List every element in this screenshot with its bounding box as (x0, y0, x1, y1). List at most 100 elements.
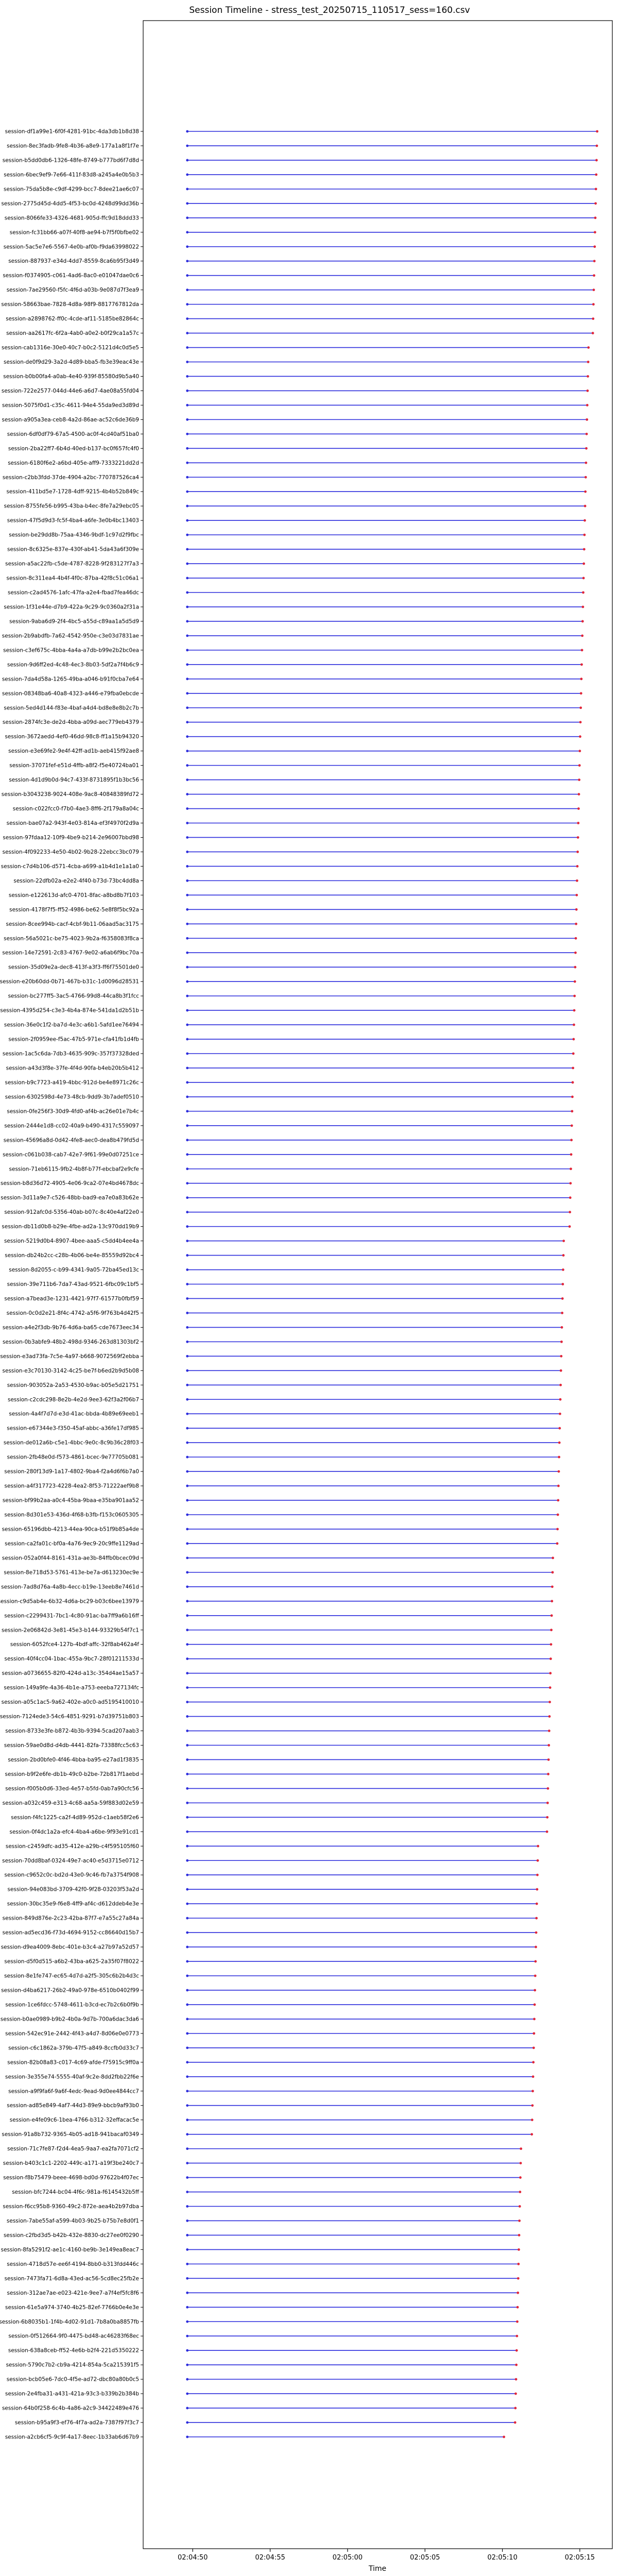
y-tick-label: session-e67344e3-f350-45af-abbc-a36fe17d… (7, 1426, 139, 1432)
session-start-point (186, 922, 189, 925)
session-start-point (186, 1614, 189, 1617)
session-start-point (186, 1412, 189, 1415)
session-start-point (186, 289, 189, 292)
y-tick-label: session-d9ea4009-8ebc-401e-b3c4-a27b97a5… (1, 1944, 139, 1951)
session-end-point (576, 851, 579, 853)
session-start-point (186, 735, 189, 738)
y-tick-label: session-f005b0d6-33ed-4e57-b5fd-0ab7a90c… (5, 1786, 139, 1792)
session-end-point (519, 2176, 522, 2179)
session-start-point (186, 404, 189, 406)
session-end-point (546, 1787, 550, 1790)
y-tick-label: session-a2cb6cf5-9c9f-4a17-8eec-1b33ab6d… (5, 2434, 139, 2441)
session-start-point (186, 951, 189, 954)
session-end-point (584, 476, 587, 479)
y-tick-label: session-b0ae0989-b9b2-4b0a-9d7b-700a6dac… (1, 2016, 139, 2022)
session-start-point (186, 1326, 189, 1329)
session-start-point (186, 2104, 189, 2107)
session-end-point (559, 1383, 562, 1386)
session-start-point (186, 1787, 189, 1790)
y-tick-label: session-b95a9f3-ef76-4f7a-ad2a-7387f97f3… (15, 2420, 139, 2426)
y-tick-label: session-b9c7723-a419-4bbc-912d-be4e8971c… (5, 1079, 139, 1086)
session-end-point (585, 461, 588, 464)
y-tick-label: session-d4ba6217-26b2-49a0-978e-6510b040… (1, 1987, 139, 1993)
session-end-point (594, 216, 597, 219)
y-tick-label: session-a43d3f8e-37fe-4f4d-90fa-b4eb20b5… (6, 1065, 139, 1071)
y-tick-label: session-8e1fe747-ec65-4d7d-a2f5-305c6b2b… (4, 1973, 139, 1979)
y-tick-label: session-903052a-2a53-4530-b9ac-b05e5d217… (7, 1382, 139, 1388)
session-start-point (186, 1240, 189, 1242)
y-tick-label: session-58663bae-7828-4d8a-98f9-88177678… (1, 301, 139, 308)
session-end-point (593, 231, 596, 234)
session-end-point (517, 2277, 520, 2280)
y-tick-label: session-2444e1d8-cc02-40a9-b490-4317c559… (4, 1123, 139, 1129)
session-start-point (186, 1470, 189, 1473)
session-start-point (186, 1268, 189, 1271)
session-end-point (570, 1167, 572, 1171)
session-end-point (530, 2119, 534, 2122)
session-end-point (561, 1312, 563, 1314)
session-start-point (186, 1196, 189, 1199)
session-end-point (533, 2032, 536, 2035)
y-tick-label: session-b403c1c1-2202-449c-a171-a19f3be2… (3, 2160, 139, 2166)
session-end-point (581, 634, 584, 637)
y-tick-label: session-f4fc1225-ca2f-4d89-952d-c1aeb58f… (11, 1815, 139, 1821)
session-end-point (573, 1023, 575, 1026)
session-start-point (186, 706, 189, 709)
x-tick-label: 02:05:15 (565, 2554, 595, 2562)
y-tick-label: session-91a8b732-9365-4b05-ad18-941bacaf… (2, 2131, 139, 2138)
y-tick-label: session-149a9fe-4a36-4b1e-a753-eeeba7271… (4, 1685, 139, 1691)
session-start-point (186, 346, 189, 349)
y-tick-label: session-8755fe56-b995-43ba-b4ec-8fe7a29e… (4, 503, 139, 510)
session-end-point (595, 159, 598, 162)
session-start-point (186, 274, 189, 277)
session-start-point (186, 605, 189, 608)
x-axis-label: Time (368, 2565, 386, 2573)
y-tick-label: session-64b0f258-6c4b-4a86-a2c9-34422489… (2, 2405, 139, 2412)
session-start-point (186, 1052, 189, 1055)
session-start-point (186, 418, 189, 421)
y-tick-label: session-2bd0bfe0-4f46-4bba-ba95-e27ad1f3… (8, 1757, 139, 1763)
session-end-point (551, 1600, 554, 1603)
y-tick-label: session-8c311ea4-4b4f-4f0c-87ba-42f8c51c… (7, 575, 139, 582)
session-end-point (548, 1686, 552, 1689)
session-start-point (186, 159, 189, 162)
session-end-point (592, 303, 595, 306)
session-start-point (186, 447, 189, 450)
session-end-point (551, 1585, 554, 1588)
y-tick-label: session-7da4d58a-1265-49ba-a046-b91f0cba… (2, 676, 139, 682)
y-tick-label: session-e20b60dd-0b71-467b-b31c-1d0096d2… (0, 979, 139, 985)
y-tick-label: session-c2459dfc-ad35-412e-a29b-c4f59510… (6, 1843, 139, 1850)
session-start-point (186, 1960, 189, 1963)
session-start-point (186, 1902, 189, 1905)
y-tick-label: session-82b08a83-c017-4c69-afde-f75915c9… (7, 2059, 139, 2065)
y-tick-label: session-a9f9fa6f-9a6f-4edc-9ead-9d0ee484… (8, 2088, 139, 2094)
y-tick-label: session-7abe55af-a599-4b03-9b25-b75b7e8d… (7, 2218, 139, 2224)
session-start-point (186, 893, 189, 896)
y-tick-label: session-8d301e53-436d-4f68-b3fb-f153c060… (5, 1512, 139, 1518)
y-tick-label: session-c7d4b106-d571-4cba-a699-a1b4d1e1… (1, 863, 139, 870)
session-start-point (186, 231, 189, 234)
session-start-point (186, 361, 189, 363)
session-start-point (186, 1225, 189, 1228)
session-start-point (186, 2162, 189, 2164)
session-end-point (531, 2090, 534, 2093)
y-tick-label: session-5ed4d144-f83e-4baf-a4d4-bd8e8e8b… (4, 705, 139, 711)
y-tick-label: session-4f092233-4e50-4b02-9b28-22ebcc3b… (3, 849, 139, 855)
session-end-point (575, 922, 578, 925)
session-end-point (535, 1931, 538, 1934)
session-end-point (572, 1038, 575, 1041)
y-tick-label: session-97fdaa12-10f9-4be9-b214-2e96007b… (3, 835, 139, 841)
y-tick-label: session-2ba22ff7-6b4d-40ed-b137-bc0f657f… (8, 446, 139, 452)
session-end-point (503, 2435, 505, 2438)
y-tick-label: session-94e083bd-3709-42f0-9f28-03203f53… (8, 1887, 139, 1893)
y-tick-label: session-35d09e2a-dec8-413f-a3f3-ff6f7550… (8, 964, 139, 971)
session-start-point (186, 1297, 189, 1300)
session-start-point (186, 1672, 189, 1675)
y-tick-label: session-411bd5e7-1728-4dff-9215-4b4b52b8… (6, 489, 139, 495)
y-tick-label: session-0f4dc1a2a-efc4-4ba4-a6be-9f93e91… (9, 1829, 139, 1835)
session-start-point (186, 807, 189, 810)
session-start-point (186, 188, 189, 191)
y-tick-label: session-8066fe33-4326-4681-905d-ffc9d18d… (5, 215, 139, 221)
y-tick-label: session-bfc7244-bc04-4f6c-981a-f6145432b… (12, 2189, 140, 2195)
y-tick-label: session-56a5021c-be75-4023-9b2a-f6358083… (4, 936, 139, 942)
